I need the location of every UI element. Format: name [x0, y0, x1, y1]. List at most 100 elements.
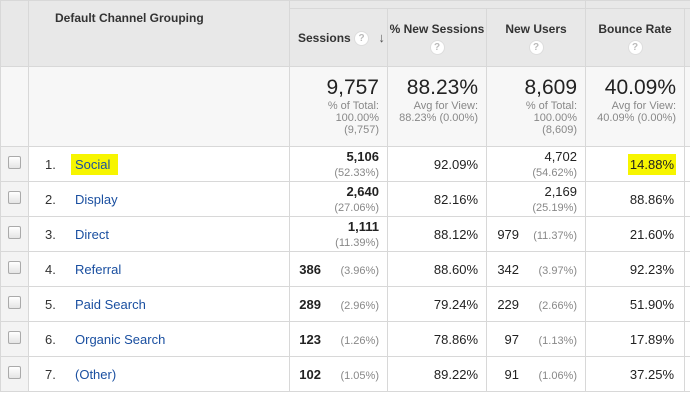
- sessions-value: 5,106: [346, 149, 379, 164]
- sort-desc-icon[interactable]: ↓: [378, 29, 385, 45]
- bounce-rate-value: 88.86%: [629, 191, 675, 207]
- help-icon[interactable]: ?: [429, 39, 445, 55]
- column-header-new-users[interactable]: New Users ?: [485, 8, 587, 67]
- table-row: 6. Organic Search 123 (1.26%) 78.86% 97 (1.13%…: [0, 321, 690, 357]
- column-label: % New Sessions: [389, 21, 485, 36]
- sessions-percent: (3.96%): [340, 264, 379, 277]
- sessions-cell: 102 (1.05%): [289, 356, 388, 392]
- new-users-percent: (1.13%): [538, 334, 578, 347]
- channel-link[interactable]: (Other): [75, 366, 117, 382]
- row-checkbox[interactable]: [8, 191, 21, 204]
- sessions-value: 123: [299, 331, 321, 347]
- new-sessions-cell: 89.22%: [387, 356, 487, 392]
- channel-cell: 5. Paid Search: [28, 286, 290, 322]
- sessions-value: 1,111: [347, 219, 379, 234]
- new-users-cell: 4,702 (54.62%): [485, 146, 587, 182]
- bounce-rate-cell: 88.86%: [585, 181, 686, 217]
- new-users-percent: (25.19%): [532, 202, 578, 214]
- column-label: New Users: [505, 21, 567, 36]
- row-checkbox[interactable]: [8, 331, 21, 344]
- bounce-rate-cell: 92.23%: [585, 251, 686, 287]
- row-checkbox[interactable]: [8, 156, 21, 169]
- row-checkbox[interactable]: [8, 296, 21, 309]
- new-sessions-cell: 78.86%: [387, 321, 487, 357]
- bounce-rate-value: 14.88%: [627, 153, 677, 175]
- bounce-rate-cell: 17.89%: [585, 321, 686, 357]
- bounce-rate-value: 92.23%: [629, 261, 675, 277]
- total-new-sessions: 88.23% Avg for View: 88.23% (0.00%): [387, 66, 487, 147]
- column-header-new-sessions[interactable]: % New Sessions ?: [387, 8, 487, 67]
- row-checkbox-cell: [0, 251, 29, 287]
- row-checkbox-cell: [0, 286, 29, 322]
- new-users-cell: 979 (11.37%): [485, 216, 587, 252]
- column-header-bounce-rate[interactable]: Bounce Rate ?: [585, 8, 686, 67]
- row-checkbox-cell: [0, 321, 29, 357]
- bounce-rate-cell: 37.25%: [585, 356, 686, 392]
- channel-link[interactable]: Direct: [75, 226, 109, 242]
- select-all-cell: [0, 0, 29, 67]
- sessions-percent: (2.96%): [340, 299, 379, 312]
- sessions-percent: (52.33%): [334, 167, 379, 179]
- table-row: 1. Social 5,106 (52.33%) 92.09% 4,702 (54.62%)…: [0, 146, 690, 182]
- channel-cell: 1. Social: [28, 146, 290, 182]
- channel-cell: 3. Direct: [28, 216, 290, 252]
- new-sessions-cell: 92.09%: [387, 146, 487, 182]
- new-users-cell: 342 (3.97%): [485, 251, 587, 287]
- totals-row: 9,757 % of Total: 100.00% (9,757) 88.23%…: [0, 66, 690, 147]
- total-sessions: 9,757 % of Total: 100.00% (9,757): [289, 66, 388, 147]
- row-checkbox[interactable]: [8, 261, 21, 274]
- sessions-cell: 5,106 (52.33%): [289, 146, 388, 182]
- new-users-value: 342: [497, 261, 520, 277]
- new-users-value: 97: [504, 331, 520, 347]
- sessions-percent: (1.26%): [340, 334, 379, 347]
- total-new-users: 8,609 % of Total: 100.00% (8,609): [485, 66, 587, 147]
- bounce-rate-cell: 14.88%: [585, 146, 686, 182]
- row-extra: [684, 251, 690, 287]
- new-users-value: 91: [504, 366, 520, 382]
- bounce-rate-cell: 51.90%: [585, 286, 686, 322]
- row-extra: [684, 216, 690, 252]
- bounce-rate-value: 51.90%: [629, 296, 675, 312]
- help-icon[interactable]: ?: [528, 39, 544, 55]
- help-icon[interactable]: ?: [354, 30, 370, 46]
- row-index: 3.: [45, 226, 56, 242]
- row-extra: [684, 356, 690, 392]
- column-label: Sessions: [298, 30, 351, 45]
- new-sessions-cell: 79.24%: [387, 286, 487, 322]
- dimension-header[interactable]: Default Channel Grouping: [28, 0, 290, 67]
- row-extra: [684, 286, 690, 322]
- header-band: [585, 0, 690, 9]
- sessions-cell: 123 (1.26%): [289, 321, 388, 357]
- row-checkbox-cell: [0, 181, 29, 217]
- bounce-rate-value: 21.60%: [629, 226, 675, 242]
- sessions-cell: 1,111 (11.39%): [289, 216, 388, 252]
- channel-link[interactable]: Referral: [75, 261, 122, 277]
- new-sessions-cell: 88.12%: [387, 216, 487, 252]
- bounce-rate-cell: 21.60%: [585, 216, 686, 252]
- new-users-value: 229: [497, 296, 520, 312]
- row-extra: [684, 321, 690, 357]
- sessions-cell: 289 (2.96%): [289, 286, 388, 322]
- row-index: 6.: [45, 331, 56, 347]
- sessions-value: 2,640: [346, 184, 379, 199]
- new-users-percent: (3.97%): [538, 264, 578, 277]
- row-checkbox[interactable]: [8, 226, 21, 239]
- row-checkbox[interactable]: [8, 366, 21, 379]
- column-header-sessions[interactable]: Sessions ? ↓: [289, 8, 388, 67]
- help-icon[interactable]: ?: [627, 39, 643, 55]
- row-extra: [684, 181, 690, 217]
- channel-link[interactable]: Display: [75, 191, 118, 207]
- channel-link[interactable]: Social: [71, 153, 119, 175]
- column-label: Bounce Rate: [598, 21, 672, 36]
- channel-cell: 7. (Other): [28, 356, 290, 392]
- channel-cell: 6. Organic Search: [28, 321, 290, 357]
- sessions-value: 386: [299, 261, 321, 277]
- row-index: 1.: [45, 156, 56, 172]
- channel-report-table: Default Channel Grouping Sessions ? ↓ % …: [0, 0, 690, 392]
- sessions-percent: (11.39%): [335, 237, 379, 249]
- channel-link[interactable]: Organic Search: [75, 331, 166, 347]
- new-users-cell: 97 (1.13%): [485, 321, 587, 357]
- new-sessions-cell: 88.60%: [387, 251, 487, 287]
- row-extra: [684, 146, 690, 182]
- channel-link[interactable]: Paid Search: [75, 296, 146, 312]
